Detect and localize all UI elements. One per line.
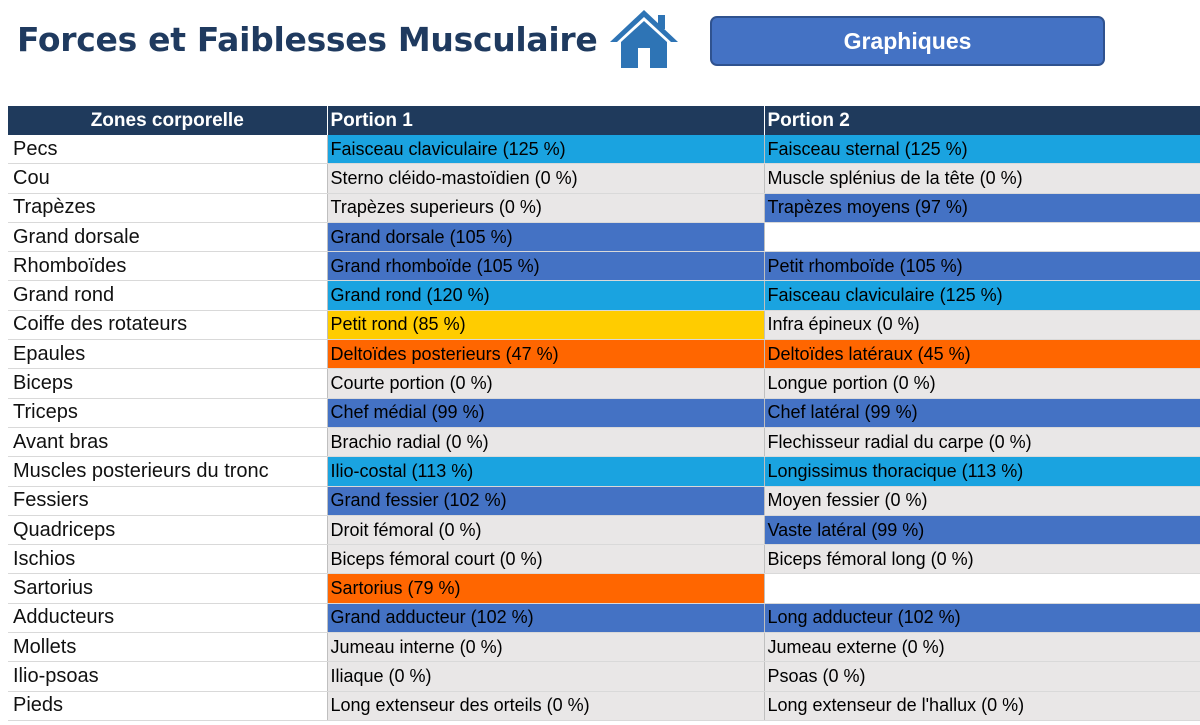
- column-header-zones: Zones corporelle: [8, 106, 327, 135]
- table-header-row: Zones corporelle Portion 1 Portion 2: [8, 106, 1200, 135]
- table-row: Quadriceps Droit fémoral (0 %) Vaste latér…: [8, 515, 1200, 544]
- table-row: Adducteurs Grand adducteur (102 %) Long ad…: [8, 603, 1200, 632]
- table-row: Grand rond Grand rond (120 %) Faisceau cla…: [8, 281, 1200, 310]
- zone-cell[interactable]: Grand rond: [8, 281, 327, 310]
- portion-2-cell[interactable]: Jumeau externe (0 %): [764, 633, 1200, 662]
- zone-cell[interactable]: Mollets: [8, 633, 327, 662]
- column-header-portion-1: Portion 1: [327, 106, 764, 135]
- portion-2-cell[interactable]: [764, 222, 1200, 251]
- portion-1-cell[interactable]: Grand dorsale (105 %): [327, 222, 764, 251]
- zone-cell[interactable]: Coiffe des rotateurs: [8, 310, 327, 339]
- portion-2-cell[interactable]: Long extenseur de l'hallux (0 %): [764, 691, 1200, 720]
- portion-2-cell[interactable]: Chef latéral (99 %): [764, 398, 1200, 427]
- table-row: Coiffe des rotateurs Petit rond (85 %) Inf…: [8, 310, 1200, 339]
- portion-1-cell[interactable]: Droit fémoral (0 %): [327, 515, 764, 544]
- portion-2-cell[interactable]: Longue portion (0 %): [764, 369, 1200, 398]
- portion-1-cell[interactable]: Jumeau interne (0 %): [327, 633, 764, 662]
- portion-1-cell[interactable]: Brachio radial (0 %): [327, 427, 764, 456]
- table-row: Grand dorsale Grand dorsale (105 %): [8, 222, 1200, 251]
- portion-1-cell[interactable]: Ilio-costal (113 %): [327, 457, 764, 486]
- portion-2-cell[interactable]: Long adducteur (102 %): [764, 603, 1200, 632]
- portion-1-cell[interactable]: Grand fessier (102 %): [327, 486, 764, 515]
- table-row: Sartorius Sartorius (79 %): [8, 574, 1200, 603]
- portion-1-cell[interactable]: Chef médial (99 %): [327, 398, 764, 427]
- portion-2-cell[interactable]: [764, 574, 1200, 603]
- portion-2-cell[interactable]: Deltoïdes latéraux (45 %): [764, 340, 1200, 369]
- portion-1-cell[interactable]: Long extenseur des orteils (0 %): [327, 691, 764, 720]
- muscle-table: Zones corporelle Portion 1 Portion 2 Pec…: [8, 106, 1200, 721]
- table-row: Ischios Biceps fémoral court (0 %) Biceps …: [8, 545, 1200, 574]
- portion-2-cell[interactable]: Muscle splénius de la tête (0 %): [764, 164, 1200, 193]
- table-row: Triceps Chef médial (99 %) Chef latéral (9…: [8, 398, 1200, 427]
- table-row: Cou Sterno cléido-mastoïdien (0 %) Muscle …: [8, 164, 1200, 193]
- home-icon: [608, 8, 680, 70]
- portion-1-cell[interactable]: Trapèzes superieurs (0 %): [327, 193, 764, 222]
- portion-1-cell[interactable]: Deltoïdes posterieurs (47 %): [327, 340, 764, 369]
- portion-1-cell[interactable]: Sartorius (79 %): [327, 574, 764, 603]
- home-button[interactable]: [608, 8, 680, 70]
- portion-2-cell[interactable]: Infra épineux (0 %): [764, 310, 1200, 339]
- zone-cell[interactable]: Adducteurs: [8, 603, 327, 632]
- zone-cell[interactable]: Trapèzes: [8, 193, 327, 222]
- portion-2-cell[interactable]: Psoas (0 %): [764, 662, 1200, 691]
- portion-1-cell[interactable]: Faisceau claviculaire (125 %): [327, 135, 764, 164]
- zone-cell[interactable]: Grand dorsale: [8, 222, 327, 251]
- portion-1-cell[interactable]: Biceps fémoral court (0 %): [327, 545, 764, 574]
- zone-cell[interactable]: Quadriceps: [8, 515, 327, 544]
- graphiques-button[interactable]: Graphiques: [710, 16, 1105, 66]
- zone-cell[interactable]: Muscles posterieurs du tronc: [8, 457, 327, 486]
- table-row: Pecs Faisceau claviculaire (125 %) Faiscea…: [8, 135, 1200, 164]
- zone-cell[interactable]: Ischios: [8, 545, 327, 574]
- table-row: Trapèzes Trapèzes superieurs (0 %) Trapèze…: [8, 193, 1200, 222]
- portion-2-cell[interactable]: Longissimus thoracique (113 %): [764, 457, 1200, 486]
- portion-1-cell[interactable]: Iliaque (0 %): [327, 662, 764, 691]
- zone-cell[interactable]: Pecs: [8, 135, 327, 164]
- table-row: Pieds Long extenseur des orteils (0 %) Lon…: [8, 691, 1200, 720]
- zone-cell[interactable]: Triceps: [8, 398, 327, 427]
- zone-cell[interactable]: Cou: [8, 164, 327, 193]
- portion-2-cell[interactable]: Trapèzes moyens (97 %): [764, 193, 1200, 222]
- zone-cell[interactable]: Fessiers: [8, 486, 327, 515]
- zone-cell[interactable]: Rhomboïdes: [8, 252, 327, 281]
- portion-1-cell[interactable]: Grand rond (120 %): [327, 281, 764, 310]
- zone-cell[interactable]: Pieds: [8, 691, 327, 720]
- portion-1-cell[interactable]: Courte portion (0 %): [327, 369, 764, 398]
- portion-2-cell[interactable]: Biceps fémoral long (0 %): [764, 545, 1200, 574]
- table-row: Rhomboïdes Grand rhomboïde (105 %) Petit r…: [8, 252, 1200, 281]
- table-row: Biceps Courte portion (0 %) Longue portion…: [8, 369, 1200, 398]
- zone-cell[interactable]: Ilio-psoas: [8, 662, 327, 691]
- zone-cell[interactable]: Epaules: [8, 340, 327, 369]
- portion-2-cell[interactable]: Flechisseur radial du carpe (0 %): [764, 427, 1200, 456]
- table-row: Epaules Deltoïdes posterieurs (47 %) Delto…: [8, 340, 1200, 369]
- portion-1-cell[interactable]: Grand adducteur (102 %): [327, 603, 764, 632]
- portion-1-cell[interactable]: Sterno cléido-mastoïdien (0 %): [327, 164, 764, 193]
- zone-cell[interactable]: Sartorius: [8, 574, 327, 603]
- table-row: Fessiers Grand fessier (102 %) Moyen fessi…: [8, 486, 1200, 515]
- table-row: Avant bras Brachio radial (0 %) Flechisseu…: [8, 427, 1200, 456]
- portion-2-cell[interactable]: Faisceau sternal (125 %): [764, 135, 1200, 164]
- portion-2-cell[interactable]: Petit rhomboïde (105 %): [764, 252, 1200, 281]
- portion-1-cell[interactable]: Grand rhomboïde (105 %): [327, 252, 764, 281]
- portion-1-cell[interactable]: Petit rond (85 %): [327, 310, 764, 339]
- page-title: Forces et Faiblesses Musculaire: [17, 20, 597, 59]
- portion-2-cell[interactable]: Moyen fessier (0 %): [764, 486, 1200, 515]
- zone-cell[interactable]: Avant bras: [8, 427, 327, 456]
- header: Forces et Faiblesses Musculaire Graphiqu…: [0, 0, 1200, 104]
- table-row: Muscles posterieurs du tronc Ilio-costal …: [8, 457, 1200, 486]
- portion-2-cell[interactable]: Vaste latéral (99 %): [764, 515, 1200, 544]
- portion-2-cell[interactable]: Faisceau claviculaire (125 %): [764, 281, 1200, 310]
- zone-cell[interactable]: Biceps: [8, 369, 327, 398]
- column-header-portion-2: Portion 2: [764, 106, 1200, 135]
- table-row: Ilio-psoas Iliaque (0 %) Psoas (0 %): [8, 662, 1200, 691]
- table-row: Mollets Jumeau interne (0 %) Jumeau extern…: [8, 633, 1200, 662]
